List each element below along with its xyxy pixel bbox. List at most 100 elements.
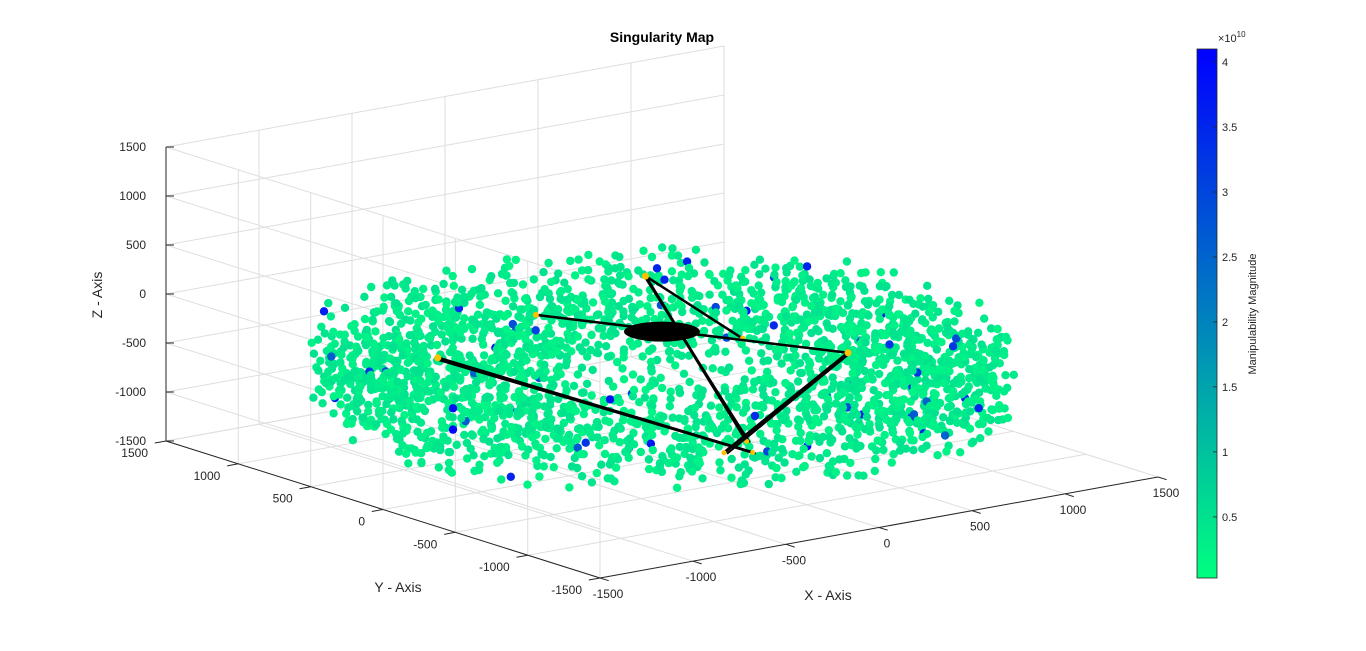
workspace-point xyxy=(797,401,806,411)
workspace-point xyxy=(392,434,402,444)
workspace-point xyxy=(908,354,917,363)
workspace-point xyxy=(380,293,389,302)
workspace-point xyxy=(842,471,852,480)
workspace-point xyxy=(769,321,778,330)
forearm-link xyxy=(726,354,849,455)
workspace-point xyxy=(812,325,821,334)
workspace-point xyxy=(578,347,587,356)
workspace-point xyxy=(619,311,628,321)
workspace-point xyxy=(403,358,412,367)
workspace-point xyxy=(992,391,1001,400)
workspace-point xyxy=(822,319,831,328)
workspace-point xyxy=(584,250,593,260)
workspace-point xyxy=(846,294,855,303)
workspace-point xyxy=(822,404,831,413)
workspace-point xyxy=(677,351,686,360)
workspace-point xyxy=(647,367,656,376)
workspace-point xyxy=(580,299,589,308)
workspace-point xyxy=(506,429,515,438)
workspace-point xyxy=(875,314,884,324)
workspace-point xyxy=(600,449,610,459)
workspace-point xyxy=(504,450,513,460)
workspace-point xyxy=(531,326,540,335)
workspace-point xyxy=(768,448,777,457)
workspace-point xyxy=(666,387,675,396)
workspace-point xyxy=(439,279,448,289)
colorbar-tick-label: 4 xyxy=(1222,57,1228,69)
workspace-point xyxy=(629,440,639,449)
workspace-point xyxy=(676,468,685,477)
workspace-point xyxy=(442,299,451,309)
workspace-point xyxy=(600,297,610,306)
workspace-point xyxy=(431,372,440,381)
workspace-point xyxy=(359,413,368,422)
workspace-point xyxy=(925,401,935,411)
workspace-point xyxy=(552,347,562,356)
workspace-point xyxy=(330,339,339,348)
workspace-point xyxy=(805,275,814,284)
workspace-point xyxy=(800,298,810,307)
workspace-point xyxy=(682,257,692,266)
workspace-point xyxy=(872,446,881,455)
workspace-point xyxy=(417,458,426,468)
workspace-point xyxy=(905,428,915,438)
workspace-point xyxy=(873,436,882,445)
workspace-point xyxy=(819,412,829,421)
workspace-point xyxy=(667,267,677,276)
workspace-point xyxy=(433,393,442,402)
workspace-point xyxy=(584,275,593,284)
workspace-point xyxy=(618,364,627,373)
workspace-point xyxy=(403,423,412,432)
workspace-point xyxy=(492,345,501,354)
workspace-point xyxy=(336,400,345,409)
workspace-point xyxy=(521,320,530,329)
workspace-point xyxy=(813,339,823,349)
workspace-point xyxy=(831,309,840,319)
workspace-point xyxy=(779,416,789,425)
workspace-point xyxy=(416,449,426,458)
workspace-point xyxy=(644,464,654,474)
workspace-point xyxy=(457,413,466,423)
workspace-point xyxy=(469,407,478,416)
workspace-point xyxy=(759,390,768,400)
workspace-point xyxy=(527,413,536,423)
workspace-point xyxy=(1000,404,1009,413)
workspace-point xyxy=(485,378,494,387)
workspace-point xyxy=(594,422,603,432)
workspace-point xyxy=(626,416,635,425)
workspace-point xyxy=(587,391,596,400)
workspace-point xyxy=(831,468,841,477)
workspace-point xyxy=(636,375,645,384)
workspace-point xyxy=(807,301,816,311)
workspace-point xyxy=(808,400,818,409)
workspace-point xyxy=(750,378,759,387)
workspace-point xyxy=(342,419,352,429)
workspace-point xyxy=(820,377,829,386)
workspace-point xyxy=(770,270,779,279)
workspace-point xyxy=(818,432,828,442)
colorbar-ticks: 0.5 1 1.5 2 2.5 3 3.5 4 xyxy=(1213,57,1237,524)
colorbar-tick-label: 3.5 xyxy=(1222,122,1237,134)
workspace-point xyxy=(849,361,858,371)
workspace-point xyxy=(670,454,679,463)
workspace-point xyxy=(973,328,983,337)
workspace-point xyxy=(508,302,518,311)
workspace-point xyxy=(705,290,714,299)
workspace-point xyxy=(395,310,405,320)
workspace-point xyxy=(724,363,734,372)
workspace-point xyxy=(392,299,401,308)
workspace-point xyxy=(698,316,707,325)
y-tick-mark xyxy=(516,554,528,558)
axes: -1500-1000-500050010001500-1500-1000-500… xyxy=(115,140,1179,601)
workspace-point xyxy=(379,378,388,387)
workspace-point xyxy=(673,251,683,260)
workspace-point xyxy=(817,390,826,399)
workspace-point xyxy=(864,349,874,358)
workspace-point xyxy=(542,343,551,352)
workspace-point xyxy=(755,270,764,279)
workspace-point xyxy=(691,319,701,328)
workspace-point xyxy=(796,428,805,438)
workspace-point xyxy=(865,420,874,429)
workspace-point xyxy=(749,289,758,298)
workspace-point xyxy=(871,329,881,338)
